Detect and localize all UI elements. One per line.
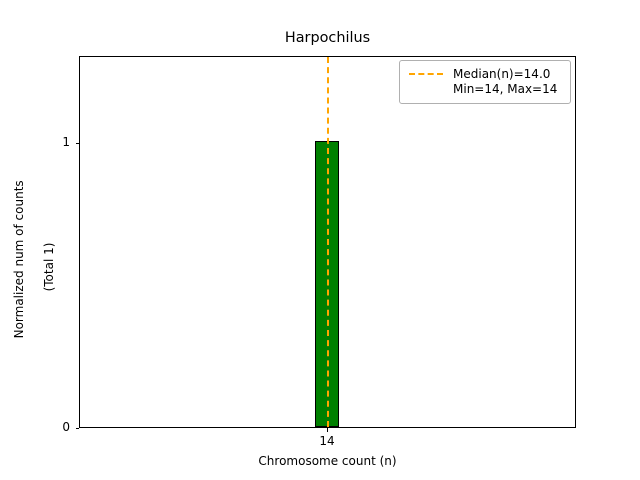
- ytick-label-0: 0: [62, 420, 70, 434]
- legend-box: Median(n)=14.0 Min=14, Max=14: [399, 60, 571, 104]
- y-axis-label: Normalized num of counts (Total 1): [0, 81, 87, 453]
- y-axis-label-line1: Normalized num of counts: [12, 180, 26, 339]
- legend-dashed-line-sample-icon: [407, 67, 445, 82]
- ytick-label-1: 1: [62, 135, 70, 149]
- y-axis-label-line2: (Total 1): [42, 242, 56, 292]
- chart-title: Harpochilus: [284, 30, 371, 46]
- ytick-mark-1: [75, 142, 79, 144]
- legend-minmax-label: Min=14, Max=14: [453, 82, 558, 96]
- plot-area: [79, 56, 576, 428]
- xtick-mark-14: [326, 428, 328, 432]
- x-axis-label: Chromosome count (n): [258, 454, 397, 468]
- median-line: [327, 57, 329, 427]
- legend-entry-text: Median(n)=14.0 Min=14, Max=14: [453, 67, 557, 97]
- legend-median-label: Median(n)=14.0: [453, 67, 551, 81]
- legend-entry-median: Median(n)=14.0 Min=14, Max=14: [407, 67, 563, 97]
- ytick-mark-0: [75, 427, 79, 429]
- xtick-label-14: 14: [319, 434, 335, 448]
